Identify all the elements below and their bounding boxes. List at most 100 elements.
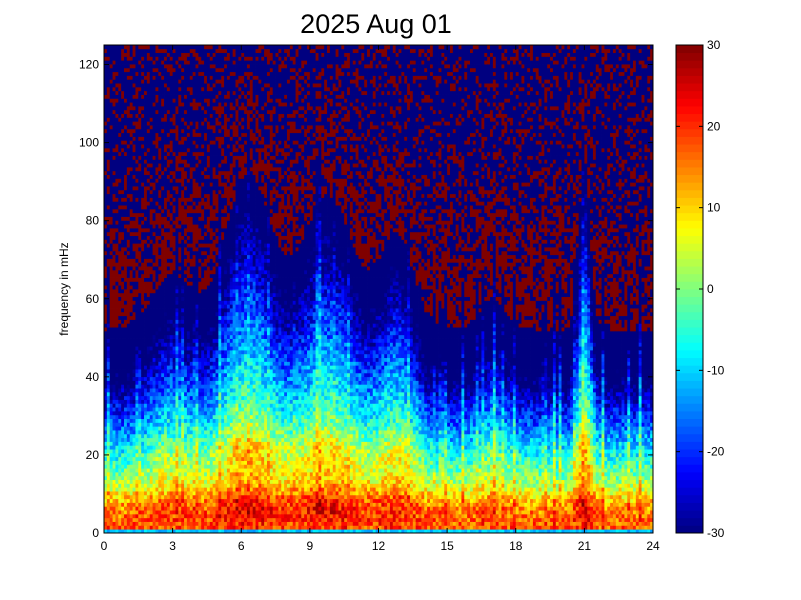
spectrogram-cell: [144, 323, 148, 328]
spectrogram-cell: [121, 475, 125, 481]
spectrogram-cell: [135, 90, 139, 95]
spectrogram-cell: [109, 86, 113, 92]
spectrogram-cell: [181, 418, 185, 423]
spectrogram-cell: [129, 300, 133, 305]
spectrogram-cell: [152, 285, 156, 290]
spectrogram-cell: [135, 304, 139, 309]
spectrogram-cell: [212, 250, 216, 256]
spectrogram-cell: [192, 517, 196, 522]
spectrogram-cell: [209, 475, 214, 481]
spectrogram-cell: [155, 170, 159, 176]
spectrogram-cell: [172, 281, 176, 286]
spectrogram-cell: [141, 56, 145, 61]
spectrogram-cell: [146, 45, 151, 50]
spectrogram-cell: [198, 384, 202, 389]
spectrogram-cell: [129, 224, 133, 229]
spectrogram-cell: [158, 376, 162, 381]
spectrogram-cell: [124, 189, 128, 195]
spectrogram-cell: [164, 460, 168, 465]
spectrogram-cell: [149, 308, 154, 313]
spectrogram-cell: [149, 479, 154, 484]
spectrogram-cell: [201, 250, 205, 256]
spectrogram-cell: [164, 513, 168, 519]
spectrogram-cell: [181, 491, 185, 496]
spectrogram-cell: [106, 231, 111, 237]
spectrogram-cell: [192, 250, 196, 256]
spectrogram-cell: [172, 250, 176, 256]
spectrogram-cell: [169, 201, 174, 206]
spectrogram-cell: [181, 311, 185, 317]
spectrogram-cell: [129, 186, 133, 191]
spectrogram-cell: [189, 365, 194, 370]
spectrogram-cell: [204, 498, 208, 503]
spectrogram-cell: [144, 266, 148, 271]
spectrogram-cell: [186, 273, 191, 278]
spectrogram-cell: [126, 487, 131, 492]
spectrogram-cell: [124, 216, 128, 221]
spectrogram-cell: [186, 311, 191, 317]
spectrogram-cell: [138, 369, 142, 374]
spectrogram-cell: [121, 479, 125, 484]
spectrogram-cell: [195, 456, 199, 461]
spectrogram-cell: [141, 151, 145, 156]
spectrogram-cell: [175, 391, 179, 397]
spectrogram-cell: [161, 433, 165, 439]
spectrogram-cell: [212, 136, 216, 141]
spectrogram-cell: [144, 60, 148, 65]
spectrogram-cell: [132, 205, 136, 210]
spectrogram-cell: [198, 67, 202, 73]
spectrogram-cell: [138, 308, 142, 313]
spectrogram-cell: [141, 418, 145, 423]
spectrogram-cell: [169, 292, 174, 298]
spectrogram-cell: [158, 502, 162, 507]
spectrogram-cell: [138, 64, 142, 69]
spectrogram-cell: [186, 205, 191, 210]
spectrogram-cell: [158, 441, 162, 446]
spectrogram-cell: [186, 350, 191, 355]
spectrogram-cell: [204, 151, 208, 156]
spectrogram-cell: [204, 128, 208, 134]
spectrogram-cell: [181, 517, 185, 522]
spectrogram-cell: [135, 487, 139, 492]
spectrogram-cell: [184, 147, 188, 153]
spectrogram-cell: [189, 498, 194, 503]
spectrogram-cell: [141, 475, 145, 481]
spectrogram-cell: [161, 64, 165, 69]
spectrogram-cell: [206, 56, 211, 61]
spectrogram-cell: [115, 94, 119, 99]
spectrogram-cell: [106, 346, 111, 351]
spectrogram-cell: [212, 510, 216, 515]
spectrogram-cell: [115, 45, 119, 50]
spectrogram-cell: [184, 372, 188, 378]
spectrogram-cell: [186, 323, 191, 328]
spectrogram-cell: [189, 281, 194, 286]
spectrogram-cell: [144, 468, 148, 473]
spectrogram-cell: [161, 258, 165, 263]
spectrogram-cell: [104, 109, 108, 115]
spectrogram-cell: [184, 411, 188, 416]
spectrogram-cell: [166, 189, 171, 195]
spectrogram-cell: [212, 433, 216, 439]
spectrogram-cell: [172, 376, 176, 381]
spectrogram-cell: [118, 208, 122, 214]
spectrogram-cell: [186, 430, 191, 435]
spectrogram-cell: [149, 285, 154, 290]
spectrogram-cell: [152, 414, 156, 420]
spectrogram-cell: [158, 323, 162, 328]
spectrogram-cell: [198, 273, 202, 278]
spectrogram-cell: [129, 201, 133, 206]
spectrogram-cell: [201, 102, 205, 107]
spectrogram-cell: [178, 289, 182, 294]
spectrogram-cell: [201, 350, 205, 355]
spectrogram-cell: [181, 189, 185, 195]
spectrogram-cell: [121, 376, 125, 381]
spectrogram-cell: [104, 125, 108, 130]
spectrogram-cell: [155, 342, 159, 347]
spectrogram-cell: [118, 426, 122, 431]
spectrogram-cell: [164, 449, 168, 454]
spectrogram-cell: [135, 479, 139, 484]
spectrogram-cell: [109, 201, 113, 206]
spectrogram-cell: [198, 86, 202, 92]
spectrogram-cell: [152, 376, 156, 381]
spectrogram-cell: [155, 494, 159, 500]
